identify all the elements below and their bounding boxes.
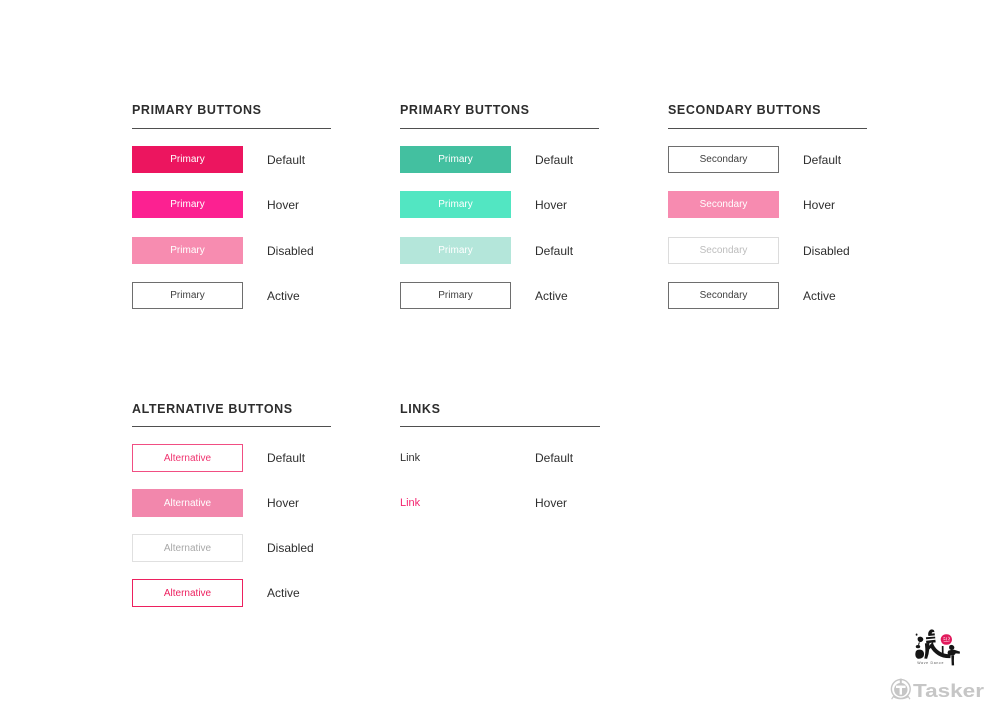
svg-text:Tasker: Tasker bbox=[913, 681, 984, 701]
svg-text:Wave Dance: Wave Dance bbox=[917, 661, 944, 665]
